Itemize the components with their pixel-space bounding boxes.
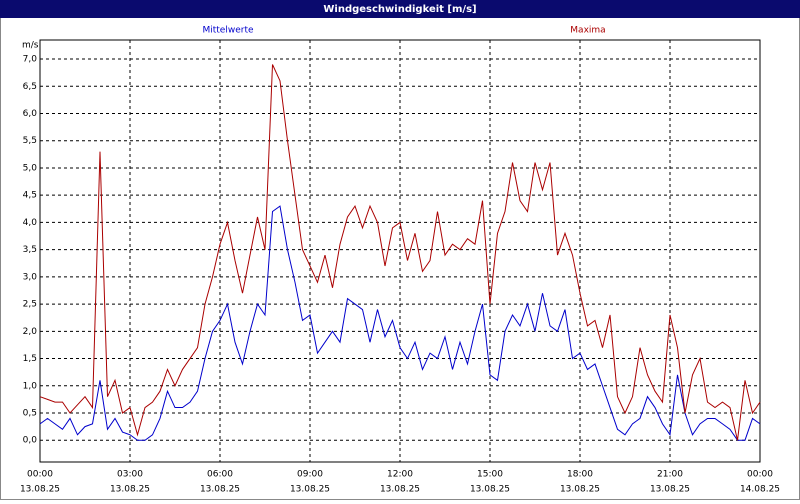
y-tick-label: 1,0	[23, 381, 38, 391]
y-tick-label: 0,0	[23, 436, 38, 446]
y-tick-label: 7,0	[23, 55, 38, 65]
x-tick-date: 14.08.25	[740, 485, 780, 495]
x-tick-label: 18:00	[567, 470, 593, 480]
y-tick-label: 4,5	[23, 191, 37, 201]
x-tick-label: 21:00	[657, 470, 683, 480]
y-tick-label: 1,5	[23, 354, 37, 364]
x-tick-label: 15:00	[477, 470, 503, 480]
x-tick-date: 13.08.25	[200, 485, 240, 495]
y-tick-label: 5,0	[23, 163, 38, 173]
x-tick-date: 13.08.25	[470, 485, 510, 495]
x-tick-date: 13.08.25	[290, 485, 330, 495]
x-tick-label: 03:00	[117, 470, 143, 480]
y-axis-label: m/s	[22, 41, 39, 51]
y-tick-label: 6,0	[23, 109, 38, 119]
y-tick-label: 3,0	[23, 272, 38, 282]
legend-entry: Maxima	[570, 26, 605, 36]
y-tick-label: 5,5	[23, 136, 37, 146]
x-tick-date: 13.08.25	[560, 485, 600, 495]
y-tick-label: 4,0	[23, 218, 38, 228]
x-tick-date: 13.08.25	[650, 485, 690, 495]
y-tick-label: 2,0	[23, 327, 38, 337]
y-tick-label: 2,5	[23, 300, 37, 310]
title-bar	[0, 0, 800, 18]
x-tick-label: 06:00	[207, 470, 233, 480]
x-tick-label: 12:00	[387, 470, 413, 480]
series-line	[39, 64, 761, 441]
series-line	[39, 205, 761, 441]
x-tick-date: 13.08.25	[380, 485, 420, 495]
x-tick-label: 00:00	[27, 470, 53, 480]
x-tick-label: 09:00	[297, 470, 323, 480]
legend-entry: Mittelwerte	[202, 26, 253, 36]
x-tick-date: 13.08.25	[20, 485, 60, 495]
chart-title: Windgeschwindigkeit [m/s]	[323, 4, 476, 15]
x-tick-date: 13.08.25	[110, 485, 150, 495]
y-tick-label: 0,5	[23, 408, 37, 418]
y-tick-label: 6,5	[23, 82, 37, 92]
x-tick-label: 00:00	[747, 470, 773, 480]
y-tick-label: 3,5	[23, 245, 37, 255]
